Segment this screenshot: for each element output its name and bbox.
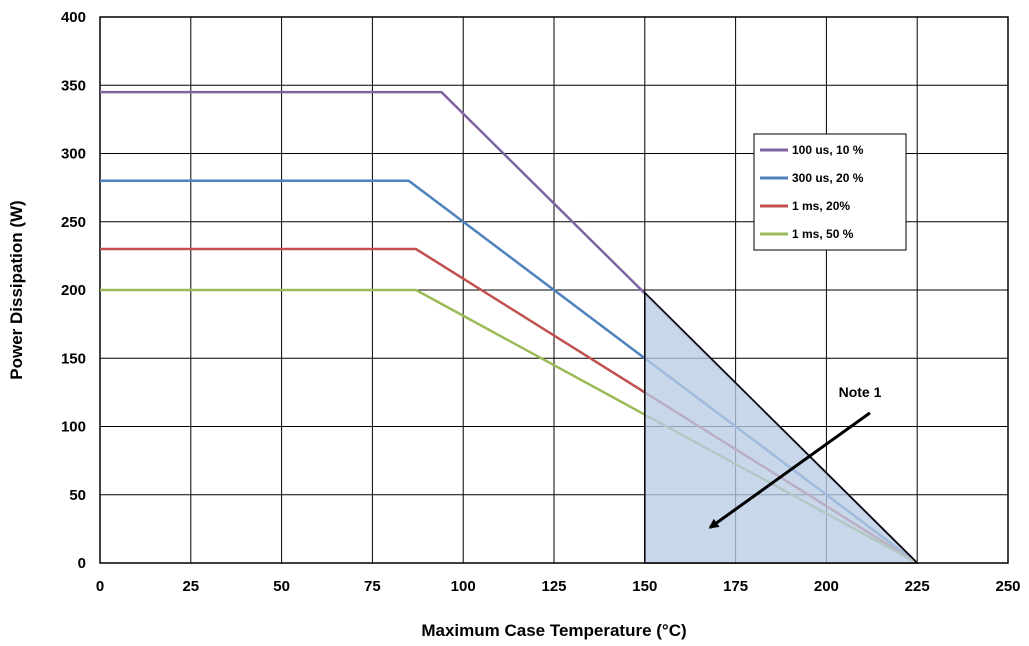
y-tick-labels: 0 50 100 150 200 250 300 350 400 bbox=[61, 9, 86, 572]
y-tick-label: 300 bbox=[61, 146, 86, 163]
x-tick-label: 0 bbox=[96, 578, 104, 595]
y-axis-title: Power Dissipation (W) bbox=[7, 200, 26, 379]
y-tick-label: 50 bbox=[69, 487, 86, 504]
shaded-region bbox=[644, 290, 920, 564]
x-tick-label: 175 bbox=[723, 578, 748, 595]
y-tick-label: 200 bbox=[61, 282, 86, 299]
y-tick-label: 0 bbox=[78, 555, 86, 572]
legend: 100 us, 10 % 300 us, 20 % 1 ms, 20% 1 ms, 5… bbox=[753, 133, 907, 251]
x-tick-label: 150 bbox=[632, 578, 657, 595]
x-tick-label: 25 bbox=[182, 578, 199, 595]
legend-label: 1 ms, 50 % bbox=[792, 227, 854, 241]
y-tick-label: 400 bbox=[61, 9, 86, 26]
legend-label: 100 us, 10 % bbox=[792, 143, 864, 157]
legend-label: 1 ms, 20% bbox=[792, 199, 850, 213]
x-tick-labels: 0 25 50 75 100 125 150 175 200 225 250 bbox=[96, 578, 1021, 595]
legend-label: 300 us, 20 % bbox=[792, 171, 864, 185]
y-tick-label: 100 bbox=[61, 419, 86, 436]
x-tick-label: 250 bbox=[995, 578, 1020, 595]
y-tick-label: 250 bbox=[61, 214, 86, 231]
shaded-area bbox=[644, 290, 920, 564]
annotation-arrow bbox=[708, 411, 871, 529]
y-tick-label: 150 bbox=[61, 350, 86, 367]
annotation: Note 1 bbox=[708, 384, 882, 529]
x-axis-title: Maximum Case Temperature (°C) bbox=[421, 621, 686, 640]
x-tick-label: 100 bbox=[451, 578, 476, 595]
x-tick-label: 125 bbox=[541, 578, 566, 595]
x-tick-label: 75 bbox=[364, 578, 381, 595]
note-label: Note 1 bbox=[839, 384, 882, 400]
x-tick-label: 225 bbox=[905, 578, 930, 595]
x-tick-label: 50 bbox=[273, 578, 290, 595]
x-tick-label: 200 bbox=[814, 578, 839, 595]
y-tick-label: 350 bbox=[61, 77, 86, 94]
legend-box bbox=[753, 133, 907, 251]
